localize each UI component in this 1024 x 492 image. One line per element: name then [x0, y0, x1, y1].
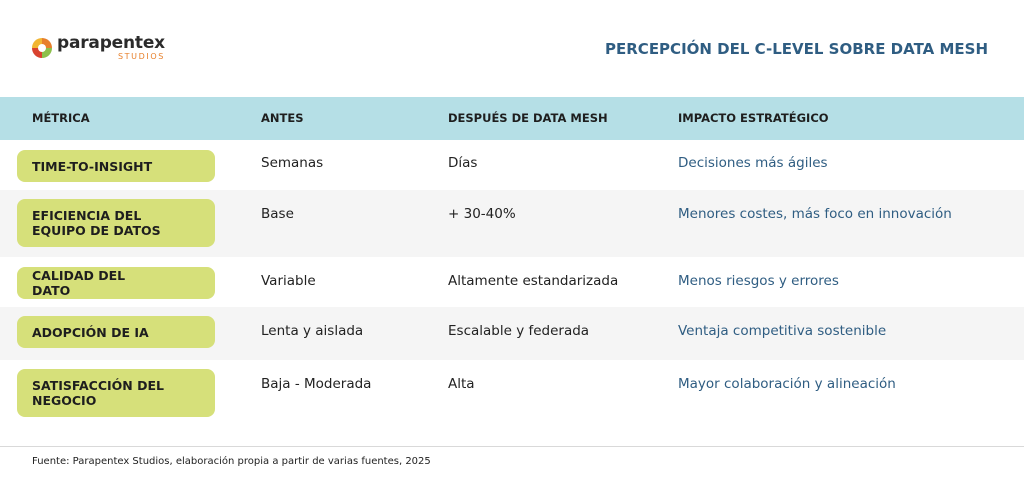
metric-label: SATISFACCIÓN DEL NEGOCIO	[32, 378, 164, 408]
logo: parapentex STUDIOS	[31, 35, 165, 61]
metric-label: ADOPCIÓN DE IA	[32, 324, 149, 340]
table-row: EFICIENCIA DEL EQUIPO DE DATOS Base + 30-4…	[0, 190, 1024, 257]
table-cell: Variable	[261, 273, 316, 289]
metric-pill: TIME-TO-INSIGHT	[17, 150, 215, 182]
table-cell: Base	[261, 206, 294, 222]
divider	[0, 446, 1024, 447]
table-row: ADOPCIÓN DE IA Lenta y aislada Escalable y…	[0, 307, 1024, 360]
table-cell: + 30-40%	[448, 206, 516, 222]
impact-cell: Mayor colaboración y alineación	[678, 376, 896, 392]
brand-sub: STUDIOS	[118, 52, 165, 61]
table-cell: Días	[448, 155, 478, 171]
table-row: TIME-TO-INSIGHT Semanas Días Decisiones más…	[0, 140, 1024, 190]
table-cell: Lenta y aislada	[261, 323, 364, 339]
table-header: MÉTRICA ANTES DESPUÉS DE DATA MESH IMPACTO …	[0, 97, 1024, 140]
table-cell: Altamente estandarizada	[448, 273, 619, 289]
logo-icon	[32, 38, 52, 58]
impact-cell: Menores costes, más foco en innovación	[678, 206, 952, 222]
metric-label: TIME-TO-INSIGHT	[32, 158, 153, 174]
table-cell: Alta	[448, 376, 475, 392]
column-header: MÉTRICA	[32, 111, 90, 125]
column-header: IMPACTO ESTRATÉGICO	[678, 111, 829, 125]
metric-label: EFICIENCIA DEL EQUIPO DE DATOS	[32, 208, 161, 238]
table-body: TIME-TO-INSIGHT Semanas Días Decisiones más…	[0, 140, 1024, 430]
header: parapentex STUDIOS PERCEPCIÓN DEL C-LEVE…	[0, 0, 1024, 97]
metric-pill: SATISFACCIÓN DEL NEGOCIO	[17, 369, 215, 417]
column-header: DESPUÉS DE DATA MESH	[448, 111, 608, 125]
impact-cell: Decisiones más ágiles	[678, 155, 828, 171]
brand-name: parapentex	[57, 33, 165, 53]
metric-pill: EFICIENCIA DEL EQUIPO DE DATOS	[17, 199, 215, 247]
table-row: SATISFACCIÓN DEL NEGOCIO Baja - Moderada A…	[0, 360, 1024, 430]
metric-pill: ADOPCIÓN DE IA	[17, 316, 215, 348]
table-row: CALIDAD DEL DATO Variable Altamente estand…	[0, 257, 1024, 307]
source: Fuente: Parapentex Studios, elaboración …	[32, 456, 431, 467]
table-cell: Semanas	[261, 155, 324, 171]
metric-label: CALIDAD DEL DATO	[32, 268, 126, 298]
impact-cell: Menos riesgos y errores	[678, 273, 839, 289]
column-header: ANTES	[261, 111, 304, 125]
metric-pill: CALIDAD DEL DATO	[17, 267, 215, 299]
title: PERCEPCIÓN DEL C-LEVEL SOBRE DATA MESH	[605, 40, 988, 58]
impact-cell: Ventaja competitiva sostenible	[678, 323, 887, 339]
table-cell: Baja - Moderada	[261, 376, 372, 392]
table-cell: Escalable y federada	[448, 323, 590, 339]
